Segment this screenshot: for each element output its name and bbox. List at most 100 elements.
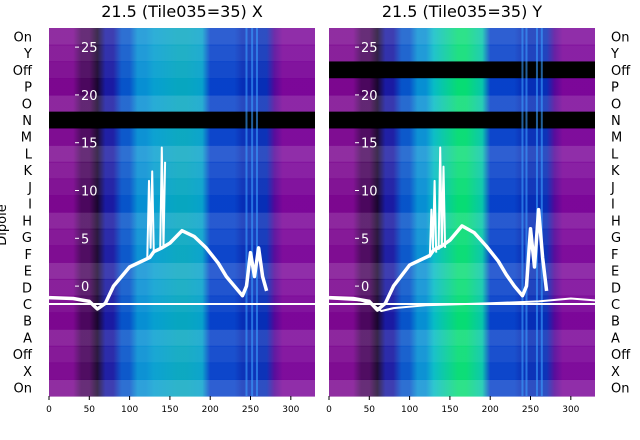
heatmap-row [329,362,595,380]
heatmap-row [329,345,595,364]
row-label-right: O [611,97,621,112]
overlay-y: 25 20 15 10 5 0 [328,41,596,312]
row-label-left: Y [23,47,32,62]
row-label-right: X [611,365,620,380]
heatmap-stripe [521,28,524,396]
heatmap-row [49,345,315,364]
row-label-right: F [611,248,618,263]
heatmap-row [329,128,595,146]
row-label-right: C [611,298,620,313]
panel-title-y: 21.5 (Tile035=35) Y [382,2,543,21]
x-tick-label: 100 [401,405,418,415]
row-label-left: M [21,131,32,146]
heatmap-row [49,212,315,230]
row-label-right: P [611,81,619,96]
overlay-tick-label: 25 [81,41,98,56]
x-tick-label: 50 [84,405,96,415]
row-label-right: Y [610,47,619,62]
x-tick-label: 250 [242,405,259,415]
overlay-curve [159,146,167,250]
panel-title-x: 21.5 (Tile035=35) X [101,2,263,21]
row-label-right: H [611,214,621,229]
x-tick-label: 200 [202,405,219,415]
overlay-curve [328,297,596,312]
heatmap-y [329,28,595,397]
row-label-left: B [23,315,32,330]
heatmap-stripe [525,28,528,396]
overlay-tick-label: 20 [81,89,98,104]
row-label-left: F [25,248,32,263]
heatmap-row [329,262,595,280]
heatmap-row [329,44,595,63]
overlay-tick-label: 25 [361,41,378,56]
row-label-left: D [22,281,32,296]
row-label-left: C [23,298,32,313]
row-label-left: P [24,81,32,96]
heatmap-row [49,228,315,247]
overlay-tick-label: 15 [361,137,378,152]
heatmap-row [49,312,315,330]
heatmap-row [49,178,315,196]
overlay-tick-label: 0 [361,280,369,295]
overlay-tick-label: 10 [81,185,98,200]
heatmap-row [329,212,595,230]
row-label-right: On [611,382,629,397]
overlay-tick-label: 5 [361,232,369,247]
x-axis-x: 0 50 100 150 200 250 300 [46,396,300,415]
row-label-right: G [611,231,621,246]
heatmap-row [329,245,595,263]
overlay-x: 25 20 15 10 5 0 [48,41,269,311]
x-tick-label: 100 [121,405,138,415]
row-label-left: O [22,97,32,112]
overlay-tick-label: 20 [361,89,378,104]
overlay-curve [328,207,549,312]
heatmap-stripe [540,28,543,396]
x-axis-y: 0 50 100 150 200 250 300 [326,396,580,415]
x-tick-label: 50 [364,405,376,415]
row-label-right: K [611,164,620,179]
row-label-left: On [14,30,32,45]
overlay-tick-label: 0 [81,280,89,295]
heatmap-row [329,178,595,196]
row-label-right: J [610,181,615,196]
row-label-left: E [24,265,32,280]
heatmap-row [49,61,315,79]
row-label-left: K [23,164,32,179]
row-label-right: A [611,331,620,346]
heatmap-x [49,28,315,397]
heatmap-row [329,111,595,129]
heatmap-row [49,329,315,347]
overlay-curve [48,228,269,311]
row-label-right: I [611,198,615,213]
overlay-curve [428,179,438,258]
heatmap-row [49,379,315,397]
overlay-tick-label: 15 [81,137,98,152]
heatmap-row [329,61,595,79]
heatmap-row [49,161,315,180]
heatmap-row [329,28,595,46]
row-label-right: On [611,30,629,45]
heatmap-row [49,262,315,280]
heatmap-row [329,329,595,347]
x-tick-label: 250 [522,405,539,415]
heatmap-row [49,44,315,63]
heatmap-row [329,379,595,397]
x-tick-label: 150 [441,405,458,415]
row-label-left: A [23,331,32,346]
x-tick-label: 300 [282,405,299,415]
x-tick-label: 300 [562,405,579,415]
row-label-right: Off [611,64,631,79]
heatmap-stripe [251,28,254,396]
heatmap-row [329,78,595,96]
row-label-right: M [611,131,622,146]
row-label-left: J [27,181,32,196]
overlay-tick-label: 5 [81,232,89,247]
row-label-right: B [611,315,620,330]
overlay-curve [146,170,155,258]
heatmap-row [329,312,595,330]
row-label-left: N [22,114,32,129]
x-tick-label: 0 [326,405,332,415]
